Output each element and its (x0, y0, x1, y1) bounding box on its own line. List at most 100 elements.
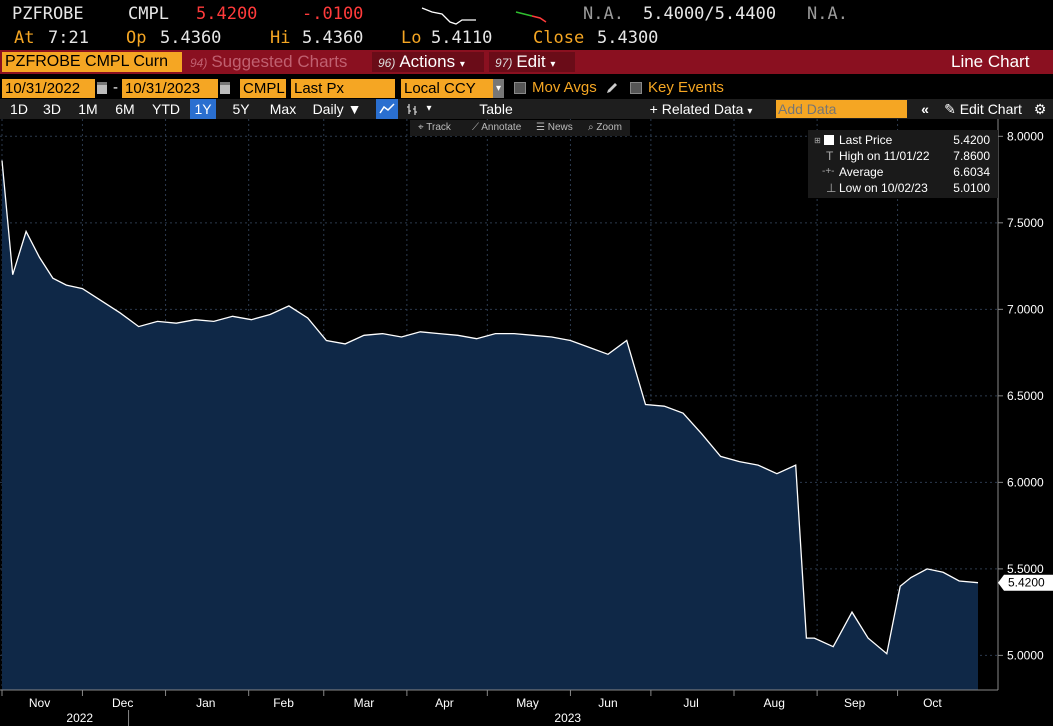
pencil-icon: ✎ (944, 101, 956, 117)
edit-label: Edit (516, 52, 546, 71)
chart-toolbar: Daily ▼ ▾ Table + Related Data ▾ « ✎ Edi… (0, 99, 1053, 119)
related-data-label: + Related Data (649, 101, 744, 117)
calendar-icon[interactable] (220, 82, 230, 94)
period-dropdown[interactable]: Daily ▼ (306, 99, 368, 119)
ask-na: N.A. (807, 4, 848, 24)
table-button[interactable]: Table (479, 101, 513, 117)
calendar-icon[interactable] (97, 82, 107, 94)
price-area (2, 160, 978, 690)
security-field[interactable]: PZFROBE CMPL Curn (2, 52, 182, 72)
chevron-down-icon[interactable]: ▾ (493, 79, 504, 98)
add-data-input[interactable] (776, 100, 907, 118)
news-label: News (547, 122, 573, 133)
y-tick-label: 6.0000 (1007, 475, 1044, 489)
legend-label: Average (839, 165, 884, 179)
track-tool[interactable]: ⌖ Track (418, 120, 451, 136)
currency-selector[interactable]: Local CCY (401, 79, 493, 98)
pencil-icon: ⟋ (472, 122, 479, 133)
range-button-1m[interactable]: 1M (78, 101, 98, 117)
chart-type-label: Line Chart (951, 52, 1030, 71)
track-label: Track (426, 122, 451, 133)
legend-average: -+- Average 6.6034 (808, 164, 998, 180)
low-marker-icon: ⊥ (826, 181, 837, 195)
range-button-max[interactable]: Max (269, 101, 297, 117)
x-tick-label: Feb (273, 696, 294, 710)
y-tick-label: 8.0000 (1007, 129, 1044, 143)
edit-num: 97) (495, 56, 513, 70)
legend-low: ⊥ Low on 10/02/23 5.0100 (808, 180, 998, 196)
zoom-label: Zoom (596, 122, 622, 133)
suggested-charts-num: 94) (190, 56, 208, 70)
range-button-1d[interactable]: 1D (10, 101, 28, 117)
source-field[interactable]: CMPL (240, 79, 286, 98)
chevron-down-icon[interactable]: ▾ (426, 103, 432, 114)
range-button-3d[interactable]: 3D (43, 101, 61, 117)
legend-label: Low on 10/02/23 (839, 181, 928, 195)
annotate-tool[interactable]: ⟋ Annotate (472, 120, 521, 136)
chevron-down-icon: ▾ (550, 59, 556, 70)
x-tick-label: Jan (196, 696, 215, 710)
mov-avgs-label: Mov Avgs (532, 79, 597, 96)
high-marker-icon: T (826, 149, 834, 163)
end-date-field[interactable]: 10/31/2023 (122, 79, 218, 98)
mov-avgs-checkbox[interactable] (514, 82, 526, 94)
expand-icon[interactable]: ⊞ (814, 136, 821, 145)
low-value: 5.4110 (431, 28, 493, 48)
bar-chart-icon[interactable] (402, 99, 424, 119)
actions-num: 96) (378, 56, 396, 70)
range-button-ytd[interactable]: YTD (152, 101, 180, 117)
chevron-down-icon: ▾ (459, 59, 465, 70)
start-date-field[interactable]: 10/31/2022 (2, 79, 95, 98)
x-tick-label: Dec (112, 696, 133, 710)
pencil-icon[interactable] (605, 81, 619, 95)
open-value: 5.4360 (160, 28, 222, 48)
ticker-symbol: PZFROBE (12, 4, 84, 24)
y-tick-label: 7.5000 (1007, 216, 1044, 230)
zoom-icon: ⌕ (588, 122, 594, 133)
annotate-label: Annotate (481, 122, 522, 133)
x-tick-label: Jul (683, 696, 698, 710)
chart-legend[interactable]: ⊞ Last Price 5.4200 T High on 11/01/22 7… (808, 130, 998, 198)
intraday-sparkline-icon (421, 7, 476, 25)
key-events-checkbox[interactable] (630, 82, 642, 94)
gear-icon[interactable]: ⚙ (1033, 101, 1047, 117)
x-tick-label: Oct (923, 696, 942, 710)
close-value: 5.4300 (597, 28, 659, 48)
x-tick-label: Nov (29, 696, 50, 710)
trend-sparkline-icon (515, 11, 547, 23)
time-label: At (14, 28, 35, 48)
edit-button[interactable]: 97) Edit ▾ (489, 52, 575, 72)
x-tick-label: May (516, 696, 539, 710)
range-button-1y[interactable]: 1Y (190, 99, 216, 119)
open-label: Op (126, 28, 147, 48)
suggested-charts-label: Suggested Charts (211, 52, 348, 71)
y-tick-label: 5.0000 (1007, 648, 1044, 662)
news-tool[interactable]: ☰ News (536, 120, 573, 136)
related-data-button[interactable]: + Related Data ▾ (641, 99, 761, 119)
x-tick-label: Sep (844, 696, 866, 710)
range-button-6m[interactable]: 6M (115, 101, 135, 117)
last-value-label: 5.4200 (1008, 576, 1045, 590)
zoom-tool[interactable]: ⌕ Zoom (588, 120, 622, 136)
collapse-left-icon[interactable]: « (921, 101, 929, 117)
legend-last-price[interactable]: ⊞ Last Price 5.4200 (808, 132, 998, 148)
legend-value: 5.4200 (953, 133, 990, 147)
x-tick-label: Apr (435, 696, 454, 710)
line-chart-icon[interactable] (376, 99, 398, 119)
range-button-5y[interactable]: 5Y (232, 101, 250, 117)
suggested-charts-button[interactable]: 94) Suggested Charts (190, 50, 347, 74)
series-swatch (824, 135, 834, 145)
edit-chart-button[interactable]: ✎ Edit Chart (938, 99, 1028, 119)
x-tick-label: Mar (354, 696, 375, 710)
last-value-tag (998, 574, 1053, 591)
period-label: Daily (312, 101, 344, 117)
bid-ask: 5.4000/5.4400 (643, 4, 777, 24)
close-label: Close (533, 28, 585, 48)
actions-button[interactable]: 96) Actions ▾ (372, 52, 484, 72)
low-label: Lo (401, 28, 422, 48)
legend-label: Last Price (839, 133, 893, 147)
crosshair-icon: ⌖ (418, 122, 424, 133)
y-tick-label: 5.5000 (1007, 562, 1044, 576)
field-selector[interactable]: Last Px (291, 79, 395, 98)
